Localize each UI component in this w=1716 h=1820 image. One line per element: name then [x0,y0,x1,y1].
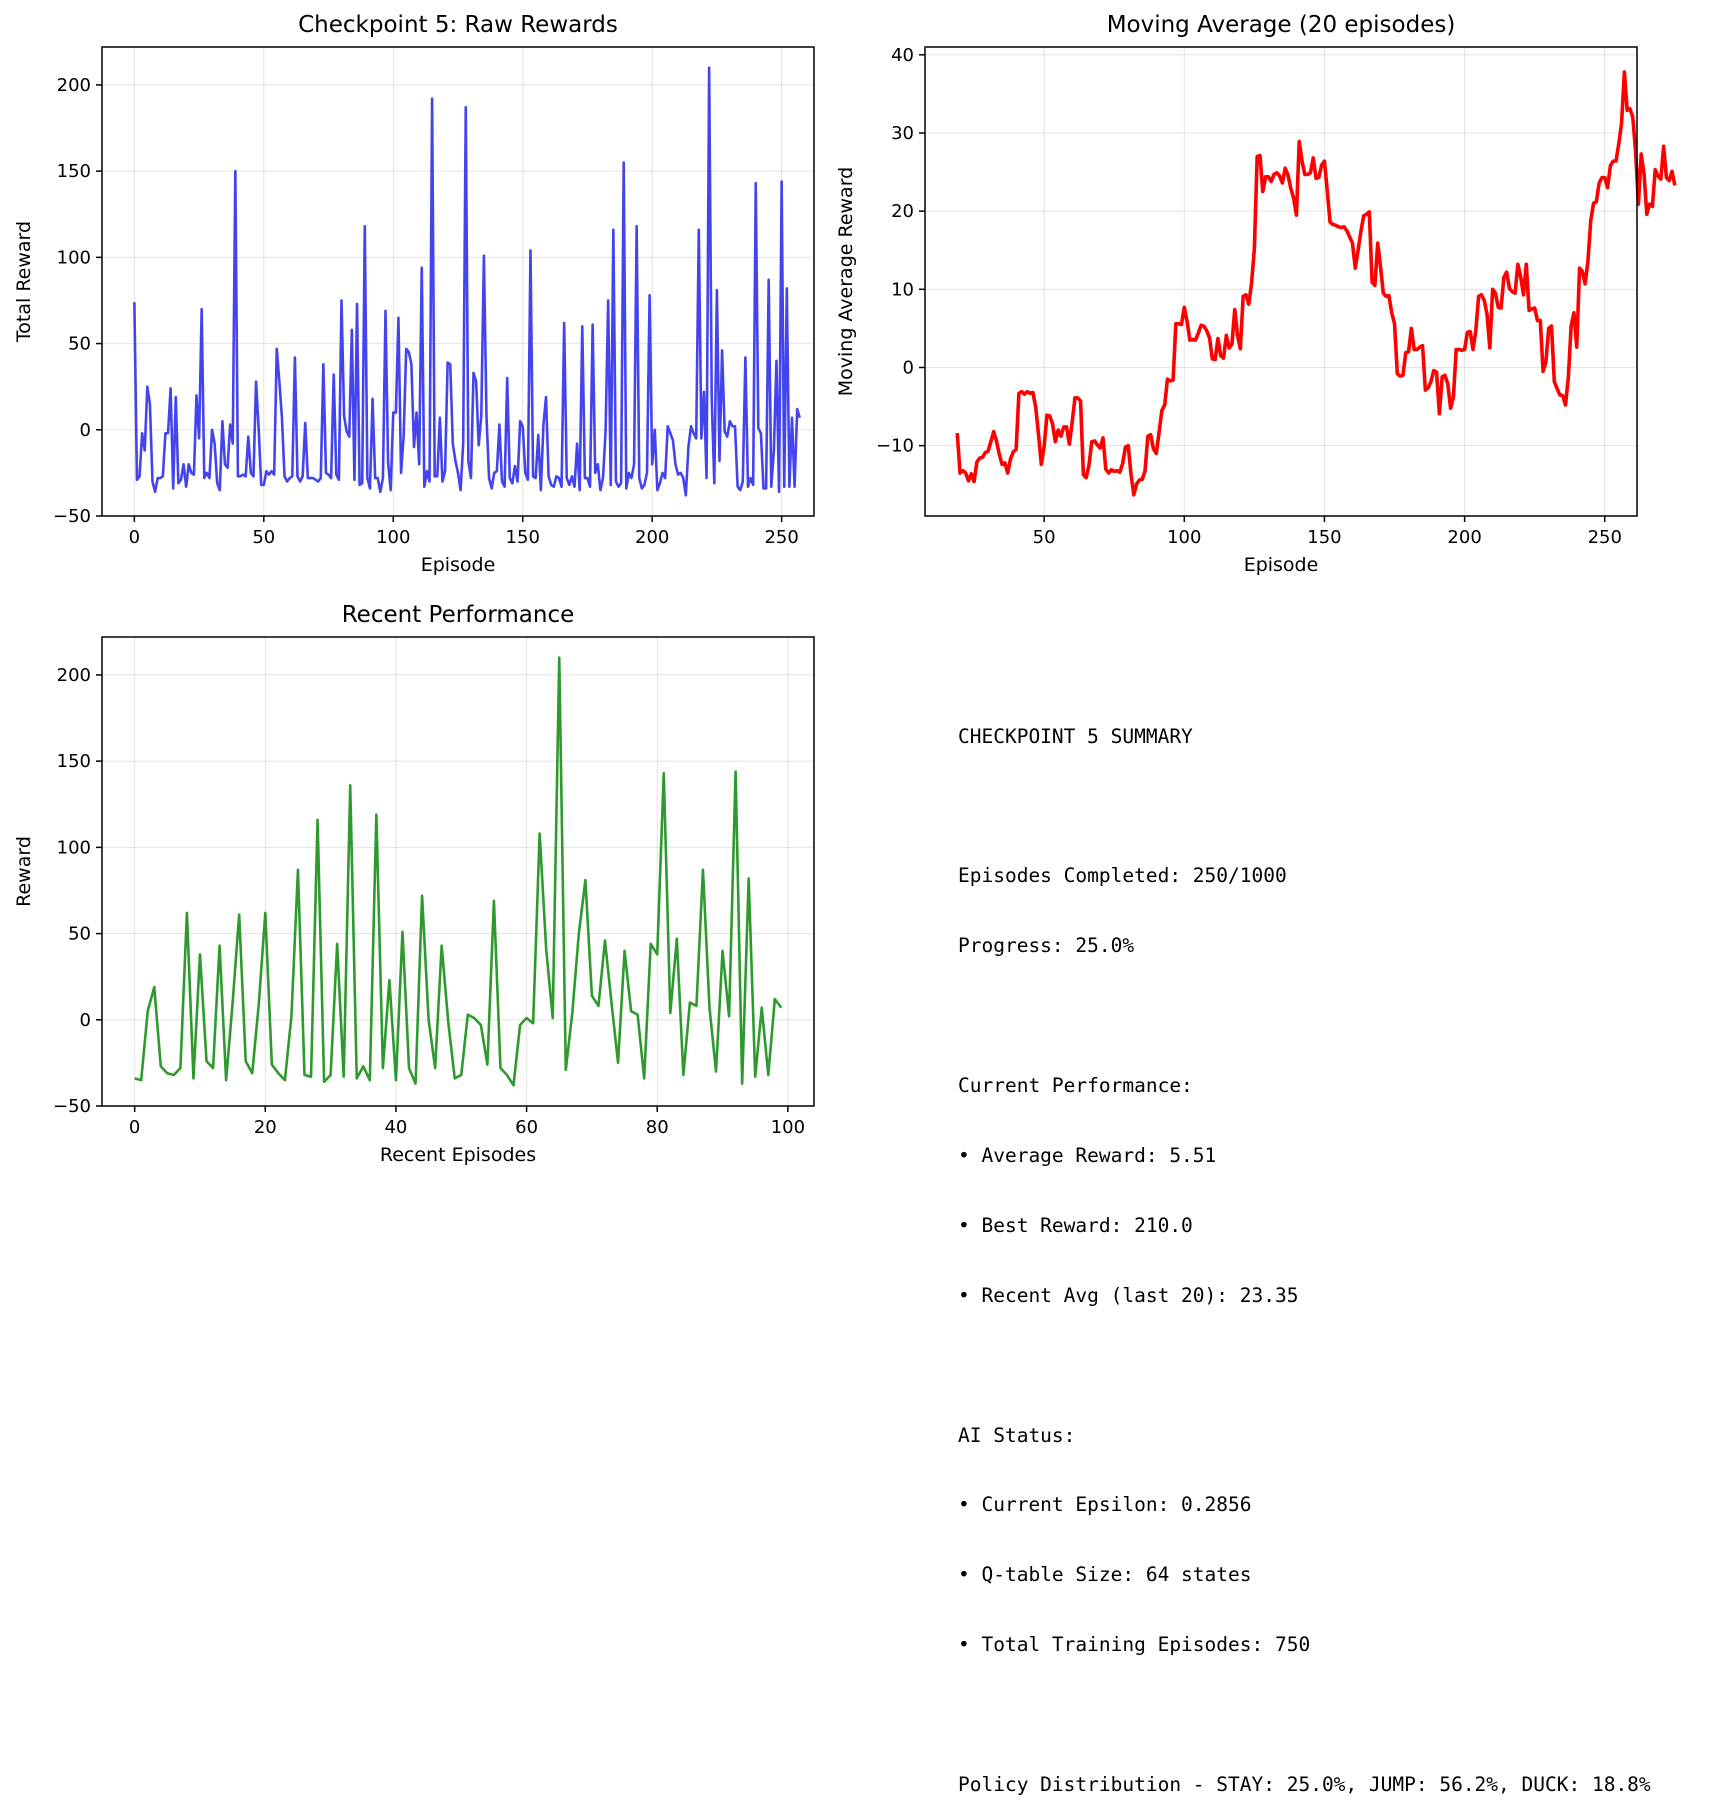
plot-frame [924,46,1638,517]
x-tick-label: 20 [254,1117,277,1138]
x-tick-label: 150 [506,527,540,548]
x-tick-label: 150 [1307,527,1341,548]
x-tick-label: 0 [129,527,140,548]
y-tick-label: 100 [57,837,91,858]
y-tick-label: −50 [53,506,91,527]
y-tick-label: 40 [891,45,914,66]
summary-best-reward: • Best Reward: 210.0 [958,1213,1193,1237]
chart-title: Recent Performance [342,602,575,628]
x-axis-label: Episode [1244,554,1319,576]
y-tick-label: −10 [876,436,914,457]
summary-average-reward: • Average Reward: 5.51 [958,1143,1217,1167]
summary-epsilon: • Current Epsilon: 0.2856 [958,1493,1252,1517]
y-tick-label: 50 [68,924,91,945]
y-tick-label: 50 [68,334,91,355]
y-axis-label: Reward [13,836,35,907]
plot-frame [101,636,815,1107]
y-tick-label: 100 [57,247,91,268]
series-line [134,656,783,1087]
x-axis-label: Episode [421,554,496,576]
summary-title: CHECKPOINT 5 SUMMARY [958,724,1193,748]
summary-spacer [958,1703,1651,1726]
summary-qtable-size: • Q-table Size: 64 states [958,1563,1252,1587]
summary-recent-average: • Recent Avg (last 20): 23.35 [958,1283,1299,1307]
x-axis-label: Recent Episodes [380,1144,536,1166]
series-line [133,66,802,497]
x-tick-label: 250 [764,527,798,548]
y-tick-label: 10 [891,279,914,300]
y-tick-label: 200 [57,75,91,96]
y-tick-label: 30 [891,123,914,144]
series-line [955,70,1677,497]
y-axis-label: Moving Average Reward [835,167,857,397]
plot-frame [101,46,815,517]
summary-performance-heading: Current Performance: [958,1074,1193,1098]
summary-ai-status-heading: AI Status: [958,1423,1076,1447]
y-axis-label: Total Reward [13,221,35,343]
x-tick-label: 60 [515,1117,538,1138]
x-tick-label: 80 [646,1117,669,1138]
y-tick-label: 0 [903,357,914,378]
x-tick-label: 0 [129,1117,140,1138]
x-tick-label: 50 [1033,527,1056,548]
summary-total-episodes: • Total Training Episodes: 750 [958,1633,1311,1657]
x-tick-label: 200 [635,527,669,548]
x-tick-label: 200 [1447,527,1481,548]
y-tick-label: 200 [57,665,91,686]
x-tick-label: 50 [252,527,275,548]
x-tick-label: 250 [1588,527,1622,548]
x-tick-label: 100 [1167,527,1201,548]
raw-rewards-chart: 0 50 100 150 200 250 −50 0 50 100 150 200 Checkpoint… [13,12,815,576]
y-tick-label: 20 [891,201,914,222]
summary-policy-distribution: Policy Distribution - STAY: 25.0%, JUMP:… [958,1772,1651,1796]
summary-spacer [958,794,1651,817]
figure: 0 50 100 150 200 250−50050100150200Checkpoint… [13,12,1677,1166]
y-tick-label: −50 [53,1096,91,1117]
summary-episodes-completed: Episodes Completed: 250/1000 [958,864,1287,888]
recent-performance-chart: 0 20 40 60 80 100 −50 0 50 100 150 200 Recent Perfor… [13,602,815,1166]
x-tick-label: 40 [384,1117,407,1138]
checkpoint-summary: CHECKPOINT 5 SUMMARY Episodes Completed:… [958,678,1651,1820]
summary-progress: Progress: 25.0% [958,934,1135,958]
y-tick-label: 150 [57,751,91,772]
moving-average-chart: 50 100 150 200 250 −10 0 10 20 30 40 Moving Average… [835,12,1677,576]
summary-spacer [958,1354,1651,1377]
x-tick-label: 100 [771,1117,805,1138]
y-tick-label: 0 [80,420,91,441]
chart-title: Checkpoint 5: Raw Rewards [298,12,618,38]
summary-spacer [958,1004,1651,1027]
y-tick-label: 150 [57,161,91,182]
x-tick-label: 100 [376,527,410,548]
y-tick-label: 0 [80,1010,91,1031]
chart-title: Moving Average (20 episodes) [1107,12,1456,38]
